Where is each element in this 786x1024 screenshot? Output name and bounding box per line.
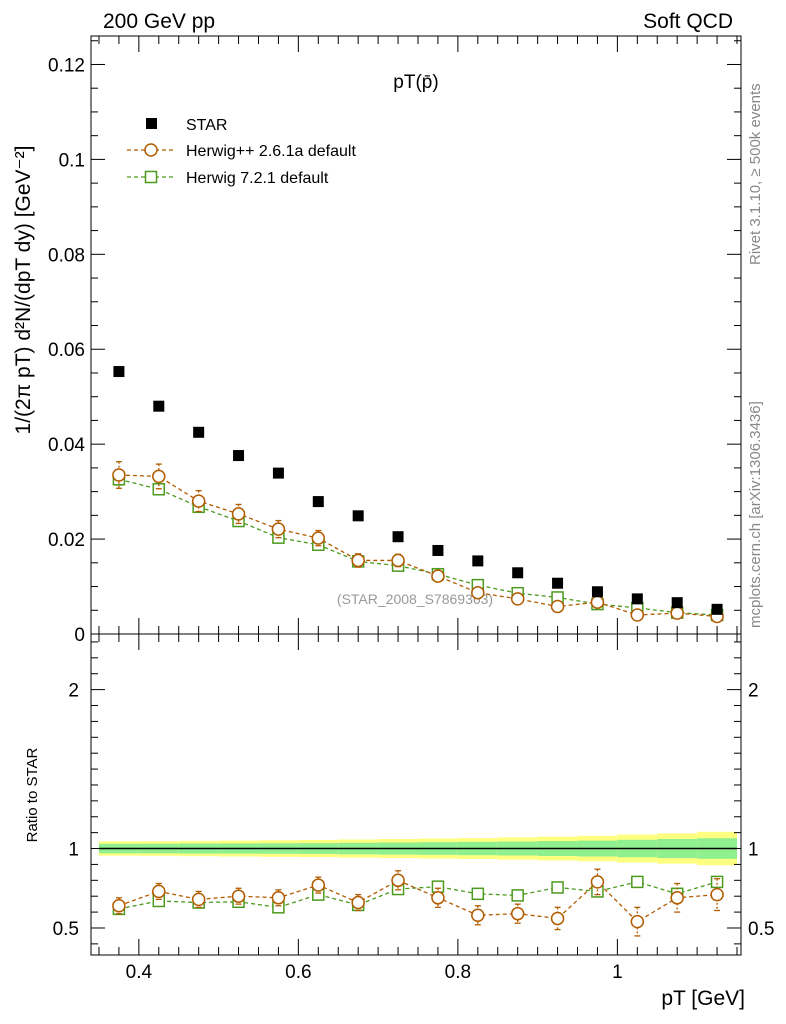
ratio-panel: Ratio to STAR 0.5 0.5 1 1 2 2 0.4 0.6 0.8 1 pT [G… (24, 633, 774, 1010)
x-tick-label: 0.6 (285, 962, 311, 983)
main-point-herwigpp (510, 592, 525, 606)
main-point-herwigpp (112, 468, 126, 482)
main-point-herwigpp (630, 608, 645, 622)
ratio-point-herwig7 (471, 887, 485, 901)
x-tick-label: 0.8 (445, 962, 471, 983)
main-point-STAR (432, 544, 444, 556)
main-point-STAR (312, 496, 324, 508)
main-panel: pT(p̄) (STAR_2008_S7869363) 1/(2π pT) d²… (12, 35, 742, 646)
ratio-point-herwigpp (550, 911, 565, 926)
ratio-point-herwigpp (112, 898, 126, 913)
ratio-point-herwigpp (471, 908, 485, 923)
main-point-STAR (512, 567, 524, 579)
ratio-point-herwigpp (152, 884, 166, 899)
ratio-y-tick-label: 1 (68, 840, 79, 861)
header-left: 200 GeV pp (103, 10, 215, 33)
side-label-bottom: mcplots.cern.ch [arXiv:1306.3436] (747, 401, 764, 628)
ratio-y-tick-label-right: 1 (748, 840, 759, 861)
ratio-line-herwigpp (118, 879, 718, 923)
main-point-STAR (631, 593, 643, 605)
ratio-y-tick-label-right: 0.5 (748, 919, 774, 940)
ratio-series (112, 868, 724, 937)
ratio-y-axis-label: Ratio to STAR (24, 747, 41, 842)
x-axis-label: pT [GeV] (661, 987, 745, 1010)
main-point-STAR (472, 555, 484, 567)
main-series (112, 366, 724, 624)
main-point-STAR (711, 603, 723, 615)
x-tick-label: 0.4 (126, 962, 153, 983)
legend-marker-herwig7 (144, 170, 158, 184)
main-point-STAR (113, 366, 125, 378)
ratio-point-herwig7 (710, 875, 724, 889)
y-tick-label: 0.12 (48, 55, 85, 76)
main-point-STAR (671, 597, 683, 609)
legend-label-star: STAR (186, 117, 227, 134)
main-point-STAR (552, 577, 564, 589)
ratio-point-herwigpp (391, 873, 405, 888)
main-point-herwigpp (351, 553, 365, 568)
main-point-herwigpp (550, 599, 565, 614)
y-tick-label: 0 (74, 625, 85, 646)
main-line-herwigpp (118, 474, 718, 618)
main-point-herwigpp (152, 469, 166, 484)
header-right: Soft QCD (643, 10, 733, 33)
main-point-STAR (392, 531, 404, 543)
main-point-STAR (591, 586, 603, 598)
ratio-y-tick-label-right: 2 (748, 681, 759, 702)
main-point-STAR (233, 450, 245, 462)
legend-marker-herwigpp (144, 143, 158, 157)
ratio-point-herwigpp (351, 895, 365, 910)
legend-marker-star (146, 118, 157, 129)
ratio-ticks: 0.5 0.5 1 1 2 2 0.4 0.6 0.8 1 (53, 634, 774, 983)
ratio-point-herwigpp (670, 891, 684, 905)
ratio-point-herwigpp (630, 914, 645, 929)
main-point-herwigpp (590, 595, 605, 609)
legend: STAR Herwig++ 2.6.1a default Herwig 7.2.… (127, 117, 356, 187)
main-point-STAR (153, 400, 165, 412)
ratio-line-herwig7 (118, 881, 718, 910)
y-tick-label: 0.04 (48, 435, 85, 456)
ratio-point-herwigpp (510, 906, 525, 921)
ratio-point-herwig7 (511, 889, 524, 902)
main-title: pT(p̄) (393, 72, 438, 93)
main-point-herwigpp (471, 585, 485, 600)
ratio-point-herwig7 (551, 881, 564, 894)
ratio-y-tick-label: 0.5 (53, 919, 79, 940)
main-point-herwigpp (191, 494, 206, 508)
ratio-point-herwigpp (191, 892, 206, 907)
main-point-herwigpp (391, 553, 405, 568)
y-tick-label: 0.1 (59, 150, 85, 171)
ratio-point-herwigpp (231, 889, 246, 903)
main-point-STAR (193, 426, 205, 438)
legend-label-herwig7: Herwig 7.2.1 default (186, 170, 329, 187)
watermark: (STAR_2008_S7869363) (337, 591, 493, 607)
y-tick-label: 0.02 (48, 530, 85, 551)
ratio-y-tick-label: 2 (68, 681, 79, 702)
ratio-point-herwig7 (431, 880, 445, 893)
main-point-herwigpp (431, 569, 445, 583)
main-point-herwigpp (670, 606, 684, 620)
y-tick-label: 0.08 (48, 245, 85, 266)
y-tick-label: 0.06 (48, 340, 85, 361)
ratio-frame (90, 633, 742, 956)
main-point-STAR (352, 510, 364, 522)
ratio-point-herwig7 (631, 875, 644, 889)
main-point-herwigpp (311, 531, 326, 545)
ratio-point-herwigpp (710, 887, 724, 902)
legend-label-herwigpp: Herwig++ 2.6.1a default (186, 143, 356, 160)
ratio-point-herwigpp (431, 891, 445, 905)
ratio-point-herwigpp (311, 878, 326, 892)
side-label-top: Rivet 3.1.10, ≥ 500k events (747, 83, 764, 265)
x-tick-label: 1 (612, 962, 623, 983)
main-line-herwig7 (118, 478, 718, 616)
ratio-point-herwigpp (271, 891, 286, 905)
main-point-STAR (272, 467, 284, 479)
main-point-herwigpp (231, 507, 246, 521)
ratio-point-herwigpp (590, 875, 605, 889)
main-ticks: 0 0.02 0.04 0.06 0.08 0.1 0.12 (48, 36, 741, 646)
y-axis-label: 1/(2π pT) d²N/(dpT dy) [GeV⁻²] (12, 146, 35, 435)
main-point-herwigpp (271, 522, 286, 536)
ratio-band (98, 831, 738, 866)
